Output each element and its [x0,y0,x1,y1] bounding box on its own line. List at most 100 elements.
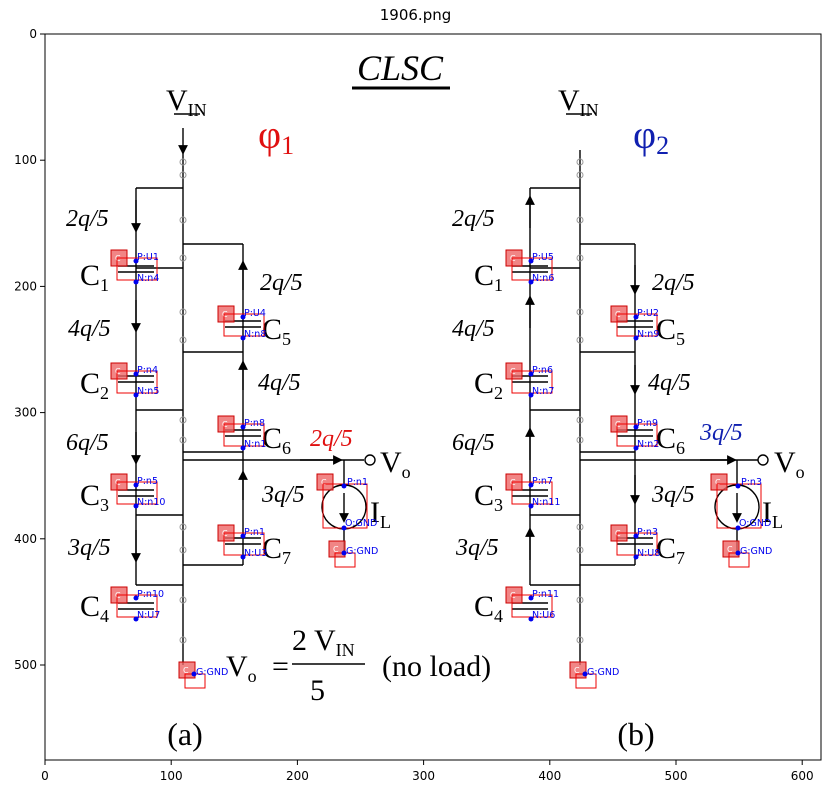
charge-label: 6q/5 [452,430,495,456]
capacitor-label: C6 [656,422,685,458]
class-box-label: C [333,545,339,554]
pin-label: O:GND [345,518,377,529]
pin-dot [735,483,741,489]
pin-dot [133,371,139,377]
pin-label: N:n6 [532,273,554,284]
charge-label: 3q/5 [455,535,499,561]
pin-dot [633,335,639,341]
y-tick-label: 300 [14,406,37,420]
pin-label: P:n5 [137,476,158,487]
capacitor-label: C2 [474,367,503,403]
pin-label: N:n8 [244,329,266,340]
capacitor-label: C7 [262,532,291,568]
x-tick-label: 200 [286,769,309,783]
pin-dot [528,279,534,285]
charge-label: 3q/5 [261,482,305,508]
capacitor-label: C4 [80,590,109,626]
class-box-label: C [715,478,721,487]
pin-dot [341,525,347,531]
circuit-a [118,113,376,665]
pin-dot [240,554,246,560]
x-tick-label: 500 [665,769,688,783]
pin-dot [528,616,534,622]
pin-label: N:n5 [137,386,159,397]
capacitor-label: C5 [656,313,685,349]
x-tick-label: 400 [538,769,561,783]
vo-label-b: Vo [774,446,805,482]
pin-dot [528,392,534,398]
pin-label: O:GND [739,518,771,529]
charge-label: 3q/5 [699,420,743,446]
y-axis: 0 100 200 300 400 500 [14,27,45,672]
pin-dot [133,482,139,488]
x-tick-label: 0 [41,769,49,783]
pin-dot [133,258,139,264]
pin-label: N:n2 [637,439,659,450]
pin-label: N:U6 [532,610,555,621]
pin-dot [240,424,246,430]
pin-dot [633,314,639,320]
pin-label: P:U4 [244,308,266,319]
pin-dot [633,554,639,560]
class-box-label: C [321,478,327,487]
pin-label: G:GND [346,546,378,557]
circuit-b [512,113,769,665]
charge-label: 2q/5 [66,206,109,232]
pin-label: P:n1 [244,527,265,538]
x-tick-label: 600 [791,769,814,783]
class-box-label: C [183,666,189,675]
capacitor-label: C7 [656,532,685,568]
il-label-b: IL [762,496,783,532]
charge-label: 2q/5 [652,270,695,296]
pin-dot [528,595,534,601]
pin-dot [528,503,534,509]
class-box-label: C [574,666,580,675]
capacitor-label: C6 [262,422,291,458]
pin-dot [582,671,588,677]
charge-label: 3q/5 [67,535,111,561]
capacitor-labels: C1 C2 C3 C4 C5 C6 C7 C1 C2 C3 C4 C5 C6 C7 [80,259,685,626]
charge-label: 3q/5 [651,482,695,508]
pin-label: G:GND [196,667,228,678]
pin-label: P:U2 [637,308,659,319]
pin-dot [133,392,139,398]
capacitor-label: C3 [80,479,109,515]
pin-dot [133,503,139,509]
pin-label: G:GND [740,546,772,557]
pin-label: P:n4 [137,365,158,376]
pin-label: P:n1 [347,477,368,488]
charge-label: 4q/5 [68,316,111,342]
pin-dot [735,550,741,556]
vin-label-a: VIN [166,84,207,120]
pin-dot [240,335,246,341]
phase-label-b: φ2 [633,112,669,160]
caption-b: (b) [617,716,654,752]
pin-dot [528,482,534,488]
pin-label: N:n4 [137,273,159,284]
pin-label: N:U7 [137,610,160,621]
y-tick-label: 200 [14,279,37,293]
pin-dot [528,371,534,377]
class-box [316,473,334,491]
x-axis: 0 100 200 300 400 500 600 [41,760,814,783]
formula-lhs: Vo [226,650,257,686]
pin-label: N:n7 [532,386,554,397]
pin-label: P:n9 [637,418,658,429]
y-tick-label: 400 [14,532,37,546]
il-label-a: IL [370,496,391,532]
pin-dot [341,550,347,556]
pin-label: P:n3 [741,477,762,488]
pin-label: P:n11 [532,589,559,600]
pin-label: N:n9 [637,329,659,340]
formula-eq: = [272,650,289,683]
capacitor-label: C5 [262,313,291,349]
pin-dot [240,445,246,451]
pin-dot [191,671,197,677]
figure-title: 1906.png [379,6,452,24]
pin-label: N:n11 [532,497,560,508]
pin-dot [633,533,639,539]
capacitor-label: C3 [474,479,503,515]
pin-label: P:n6 [532,365,553,376]
formula-den: 5 [310,674,325,707]
